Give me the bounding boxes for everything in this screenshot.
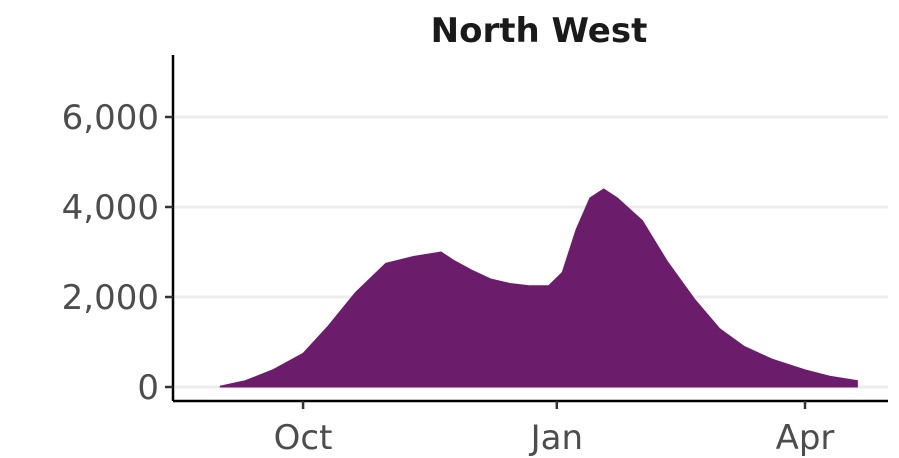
x-tick-label: Jan: [529, 418, 583, 458]
y-tick-label: 0: [137, 368, 159, 408]
y-tick-label: 6,000: [62, 98, 159, 138]
y-tick-label: 2,000: [62, 278, 159, 318]
x-tick-label: Apr: [776, 418, 835, 458]
area-series: [219, 188, 858, 388]
chart-title: North West: [431, 11, 648, 51]
x-tick-label: Oct: [274, 418, 333, 458]
area-fill: [219, 188, 858, 388]
axes: [171, 55, 888, 403]
y-tick-label: 4,000: [62, 188, 159, 228]
y-axis-ticks: 0 2,000 4,000 6,000: [62, 98, 173, 408]
x-axis-ticks: Oct Jan Apr: [274, 401, 835, 458]
